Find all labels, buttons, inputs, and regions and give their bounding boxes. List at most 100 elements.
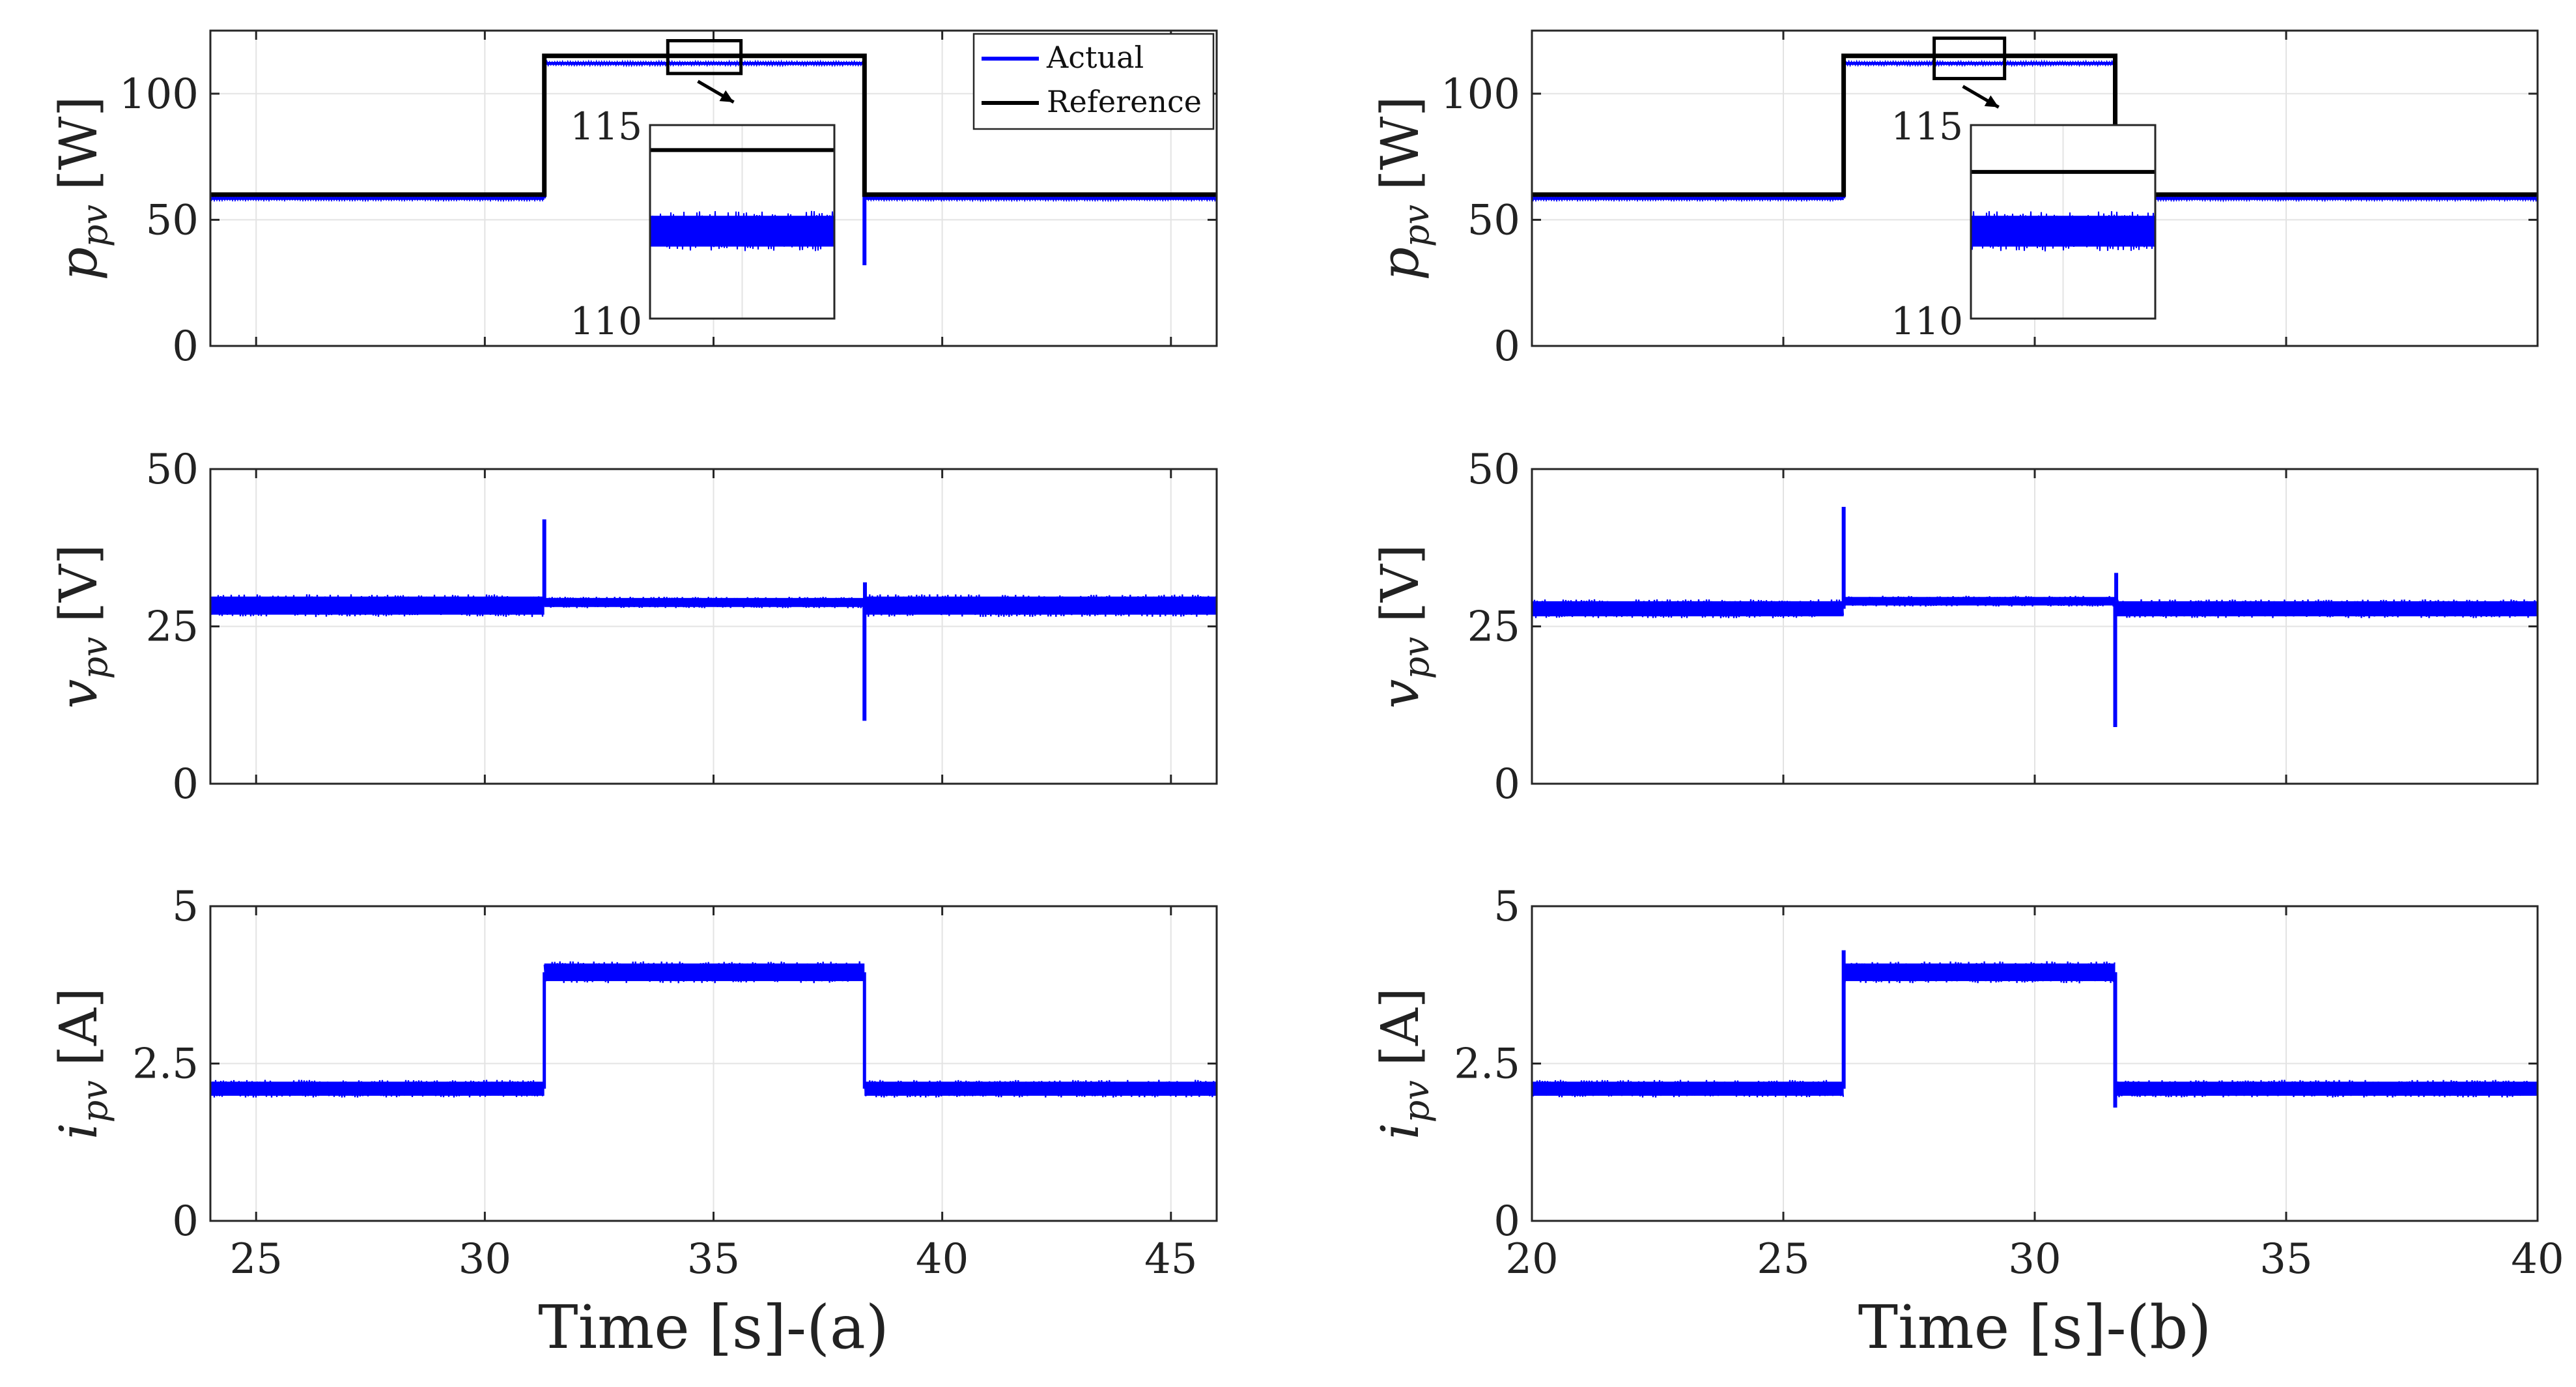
actual-trace [1531, 1080, 1845, 1098]
y-axis-label-subscript: pv [1396, 205, 1437, 247]
y-axis-label-subscript: pv [1396, 636, 1437, 679]
actual-trace [1843, 595, 2116, 607]
actual-trace [543, 59, 864, 68]
x-tick-label: 40 [2511, 1235, 2564, 1283]
panel-a-power: 0 50 100 ppv [W] 115 110 Actual Reference [48, 29, 1218, 371]
inset-frame [1970, 124, 2157, 320]
actual-trace [2114, 1080, 2538, 1098]
x-tick-label: 30 [459, 1235, 511, 1283]
actual-trace [543, 961, 864, 984]
y-axis-label-subscript: pv [74, 1080, 115, 1122]
panel-b-power: 0 50 100 ppv [W] 115 110 [1370, 29, 2539, 371]
panel-a-voltage: 0 25 50 vpv [V] [48, 446, 1218, 808]
reference-series [1532, 53, 2538, 197]
y-axis-label-unit: [A] [48, 988, 109, 1066]
inset-actual-trace [649, 210, 834, 251]
y-tick-label: 0 [172, 1197, 199, 1246]
y-tick-label: 25 [1467, 603, 1520, 651]
x-tick-label: 25 [1757, 1235, 1809, 1283]
panel-b-current: 0 2.5 5 20 25 30 35 40 ipv [A] Time [s]-(b) [1370, 883, 2564, 1362]
y-axis-label-unit: [V] [48, 544, 109, 622]
y-axis-label-symbol: p [1370, 247, 1430, 280]
legend: Actual Reference [972, 33, 1215, 130]
y-axis-label: ipv [A] [48, 988, 115, 1139]
inset-tick-label: 115 [570, 104, 642, 149]
y-axis-label: ppv [W] [48, 96, 115, 281]
y-tick-label: 25 [146, 603, 199, 651]
inset-tick-label: 110 [570, 299, 642, 343]
y-tick-label: 2.5 [1454, 1040, 1520, 1089]
x-tick-label: 25 [230, 1235, 283, 1283]
x-tick-label: 35 [687, 1235, 740, 1283]
inset-actual-trace [1970, 211, 2155, 251]
y-axis-label-unit: [V] [1370, 544, 1430, 622]
y-tick-label: 100 [119, 70, 199, 119]
y-tick-label: 0 [1493, 1197, 1520, 1246]
y-axis-label-subscript: pv [74, 636, 115, 679]
y-axis-label-unit: [W] [48, 96, 109, 191]
y-tick-label: 0 [172, 760, 199, 808]
panel-b-voltage: 0 25 50 vpv [V] [1370, 446, 2539, 808]
actual-series [1531, 506, 2538, 728]
y-axis-label: ipv [A] [1370, 988, 1437, 1139]
zoom-region-box [666, 38, 743, 76]
zoom-inset: 115 110 [570, 38, 836, 343]
x-tick-label: 30 [2008, 1235, 2061, 1283]
y-tick-label: 50 [1467, 196, 1520, 244]
y-axis-label: vpv [V] [1370, 544, 1437, 708]
y-axis-label: vpv [V] [48, 544, 115, 708]
y-axis-label-unit: [A] [1370, 988, 1430, 1066]
y-axis-label-symbol: v [1370, 679, 1430, 709]
actual-trace [1843, 961, 2116, 984]
y-tick-label: 100 [1441, 70, 1520, 119]
legend-reference-label: Reference [1047, 84, 1202, 119]
x-axis-label: Time [s]-(a) [538, 1293, 888, 1362]
actual-trace [864, 594, 1217, 618]
actual-trace [864, 194, 1217, 203]
actual-trace [2114, 599, 2538, 618]
zoom-arrowhead [1984, 95, 1999, 107]
actual-trace [1531, 599, 1845, 618]
y-tick-label: 5 [1493, 883, 1520, 931]
y-axis-label-symbol: v [48, 679, 109, 709]
actual-trace [209, 594, 545, 618]
actual-trace [1531, 194, 1845, 203]
inset-tick-label: 115 [1891, 104, 1963, 149]
zoom-inset: 115 110 [1891, 36, 2157, 343]
actual-trace [1843, 59, 2116, 68]
actual-trace [209, 1080, 545, 1098]
y-tick-label: 50 [146, 196, 199, 244]
legend-box [972, 33, 1215, 130]
zoom-region-box [1932, 36, 2007, 81]
y-axis-label-unit: [W] [1370, 96, 1430, 191]
y-axis-label-subscript: pv [74, 205, 115, 247]
y-axis-label-subscript: pv [1396, 1080, 1437, 1122]
x-axis-label: Time [s]-(b) [1858, 1293, 2211, 1362]
y-tick-label: 50 [146, 446, 199, 494]
actual-trace [864, 1080, 1217, 1098]
y-tick-label: 0 [1493, 760, 1520, 808]
x-tick-label: 40 [916, 1235, 969, 1283]
y-tick-label: 5 [172, 883, 199, 931]
actual-series [209, 519, 1217, 721]
y-tick-label: 50 [1467, 446, 1520, 494]
y-tick-label: 0 [172, 322, 199, 371]
actual-series [209, 961, 1217, 1098]
y-axis-label-symbol: i [1370, 1122, 1430, 1139]
x-tick-label: 35 [2259, 1235, 2312, 1283]
y-axis-label: ppv [W] [1370, 96, 1437, 281]
y-axis-label-symbol: i [48, 1122, 109, 1139]
legend-actual-label: Actual [1046, 40, 1144, 75]
y-tick-label: 0 [1493, 322, 1520, 371]
panel-a-current: 0 2.5 5 25 30 35 40 45 ipv [A] Time [s]-(a) [48, 883, 1218, 1362]
inset-tick-label: 110 [1891, 299, 1963, 343]
zoom-arrowhead [719, 90, 734, 102]
reference-series [210, 53, 1217, 197]
actual-series [1531, 950, 2538, 1108]
actual-trace [543, 596, 864, 608]
y-axis-label-symbol: p [48, 247, 109, 280]
x-tick-label: 45 [1144, 1235, 1197, 1283]
inset-frame [649, 124, 836, 320]
